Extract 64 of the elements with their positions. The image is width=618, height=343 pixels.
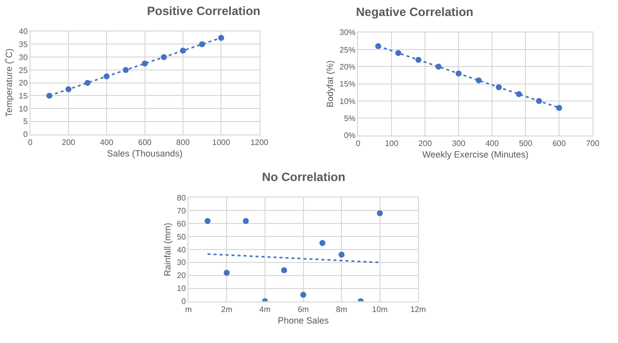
- chart-title: Positive Correlation: [147, 4, 260, 18]
- point: [300, 292, 306, 298]
- x-tick-label: 600: [552, 138, 566, 148]
- x-tick-label: 800: [176, 138, 190, 147]
- x-tick-label: 400: [485, 138, 500, 148]
- x-tick-label: 4m: [259, 304, 271, 314]
- y-tick-label: 15%: [340, 80, 356, 89]
- y-tick-label: 20%: [340, 62, 356, 72]
- x-tick-label: 400: [100, 138, 114, 147]
- x-tick-label: 10m: [372, 304, 388, 314]
- y-tick-label: 0%: [344, 131, 356, 140]
- y-tick-label: 20: [176, 271, 186, 280]
- point: [204, 218, 211, 224]
- x-tick-label: 700: [586, 138, 600, 148]
- y-tick-label: 10: [18, 104, 28, 114]
- point: [376, 210, 383, 216]
- point: [556, 104, 562, 111]
- x-axis-title: Sales (Thousands): [107, 148, 183, 159]
- y-tick-label: 20: [18, 78, 28, 88]
- chart-title: No Correlation: [262, 170, 346, 184]
- y-tick-label: 25%: [340, 45, 356, 54]
- point: [224, 270, 230, 276]
- x-tick-label: 1200: [250, 138, 269, 147]
- y-tick-label: 5%: [344, 114, 356, 123]
- y-tick-label: 40: [18, 27, 28, 36]
- y-tick-label: 50: [176, 232, 186, 242]
- y-tick-label: 35: [18, 40, 28, 50]
- y-tick-label: 70: [176, 206, 186, 216]
- chart-title: Negative Correlation: [356, 5, 474, 19]
- x-tick-label: 1000: [212, 138, 231, 147]
- x-tick-label: 12m: [410, 304, 426, 314]
- y-axis-title: Rainfall (mm): [162, 222, 172, 276]
- y-tick-label: 10%: [340, 96, 356, 106]
- y-tick-label: 60: [176, 219, 186, 228]
- y-tick-label: 10: [176, 284, 186, 294]
- point: [338, 252, 345, 258]
- x-tick-label: 600: [138, 138, 152, 147]
- y-axis-title: Bodyfat (%): [324, 60, 335, 108]
- y-tick-label: 30: [18, 52, 28, 62]
- y-tick-label: 30%: [340, 28, 356, 38]
- point: [242, 218, 249, 224]
- x-tick-label: 500: [518, 138, 533, 148]
- point: [281, 267, 288, 274]
- y-tick-label: 30: [176, 258, 186, 268]
- y-axis-title: Temperature (˚C): [4, 48, 14, 118]
- point: [319, 240, 326, 246]
- x-tick-label: 6m: [298, 304, 310, 314]
- x-tick-label: 300: [452, 138, 466, 148]
- y-tick-label: 5: [23, 117, 28, 126]
- y-tick-label: 0: [181, 297, 186, 306]
- y-tick-label: 40: [176, 245, 186, 254]
- y-tick-label: 80: [176, 194, 186, 203]
- y-tick-label: 25: [18, 66, 28, 75]
- point: [218, 34, 224, 41]
- x-tick-label: m: [185, 304, 192, 314]
- x-tick-label: 200: [62, 138, 76, 147]
- x-tick-label: 100: [384, 138, 399, 148]
- y-tick-label: 0: [23, 130, 28, 140]
- x-tick-label: 200: [418, 138, 432, 148]
- x-axis-title: Phone Sales: [278, 316, 330, 326]
- y-tick-label: 15: [18, 91, 28, 100]
- x-axis-title: Weekly Exercise (Minutes): [422, 150, 529, 160]
- x-tick-label: 2m: [221, 304, 233, 314]
- x-tick-label: 8m: [336, 304, 348, 314]
